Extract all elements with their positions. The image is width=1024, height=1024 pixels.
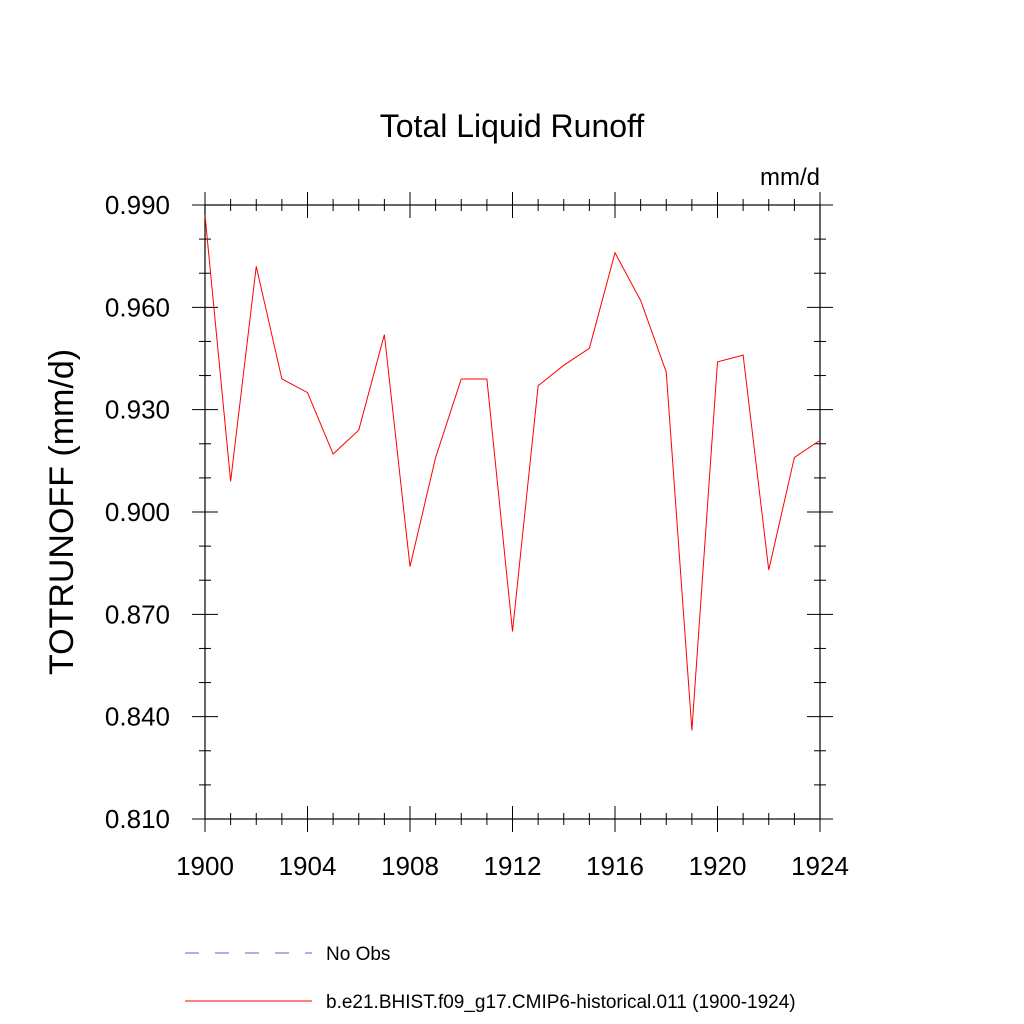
y-tick-label: 0.870 bbox=[105, 599, 170, 629]
axis-tick-labels: 1900 1904 1908 1912 1916 1920 1924 0.810 0.840 0.… bbox=[105, 190, 849, 881]
x-tick-label: 1920 bbox=[689, 851, 747, 881]
y-tick-label: 0.960 bbox=[105, 292, 170, 322]
chart-title: Total Liquid Runoff bbox=[380, 108, 645, 144]
x-tick-label: 1924 bbox=[791, 851, 849, 881]
x-tick-label: 1916 bbox=[586, 851, 644, 881]
plot-frame bbox=[204, 204, 821, 820]
y-tick-label: 0.930 bbox=[105, 395, 170, 425]
series-line bbox=[204, 215, 821, 731]
x-tick-label: 1912 bbox=[484, 851, 542, 881]
units-label: mm/d bbox=[760, 164, 820, 191]
legend: No Obs b.e21.BHIST.f09_g17.CMIP6-historic… bbox=[185, 944, 796, 1013]
series-group bbox=[204, 215, 821, 731]
x-tick-label: 1904 bbox=[279, 851, 337, 881]
x-tick-label: 1908 bbox=[381, 851, 439, 881]
axis-ticks bbox=[192, 192, 833, 832]
legend-label: No Obs bbox=[326, 944, 390, 965]
y-tick-label: 0.810 bbox=[105, 804, 170, 834]
y-axis-label: TOTRUNOFF (mm/d) bbox=[43, 349, 81, 675]
legend-label: b.e21.BHIST.f09_g17.CMIP6-historical.011… bbox=[326, 992, 796, 1013]
y-tick-label: 0.900 bbox=[105, 497, 170, 527]
y-tick-label: 0.990 bbox=[105, 190, 170, 220]
y-tick-label: 0.840 bbox=[105, 702, 170, 732]
x-tick-label: 1900 bbox=[176, 851, 234, 881]
